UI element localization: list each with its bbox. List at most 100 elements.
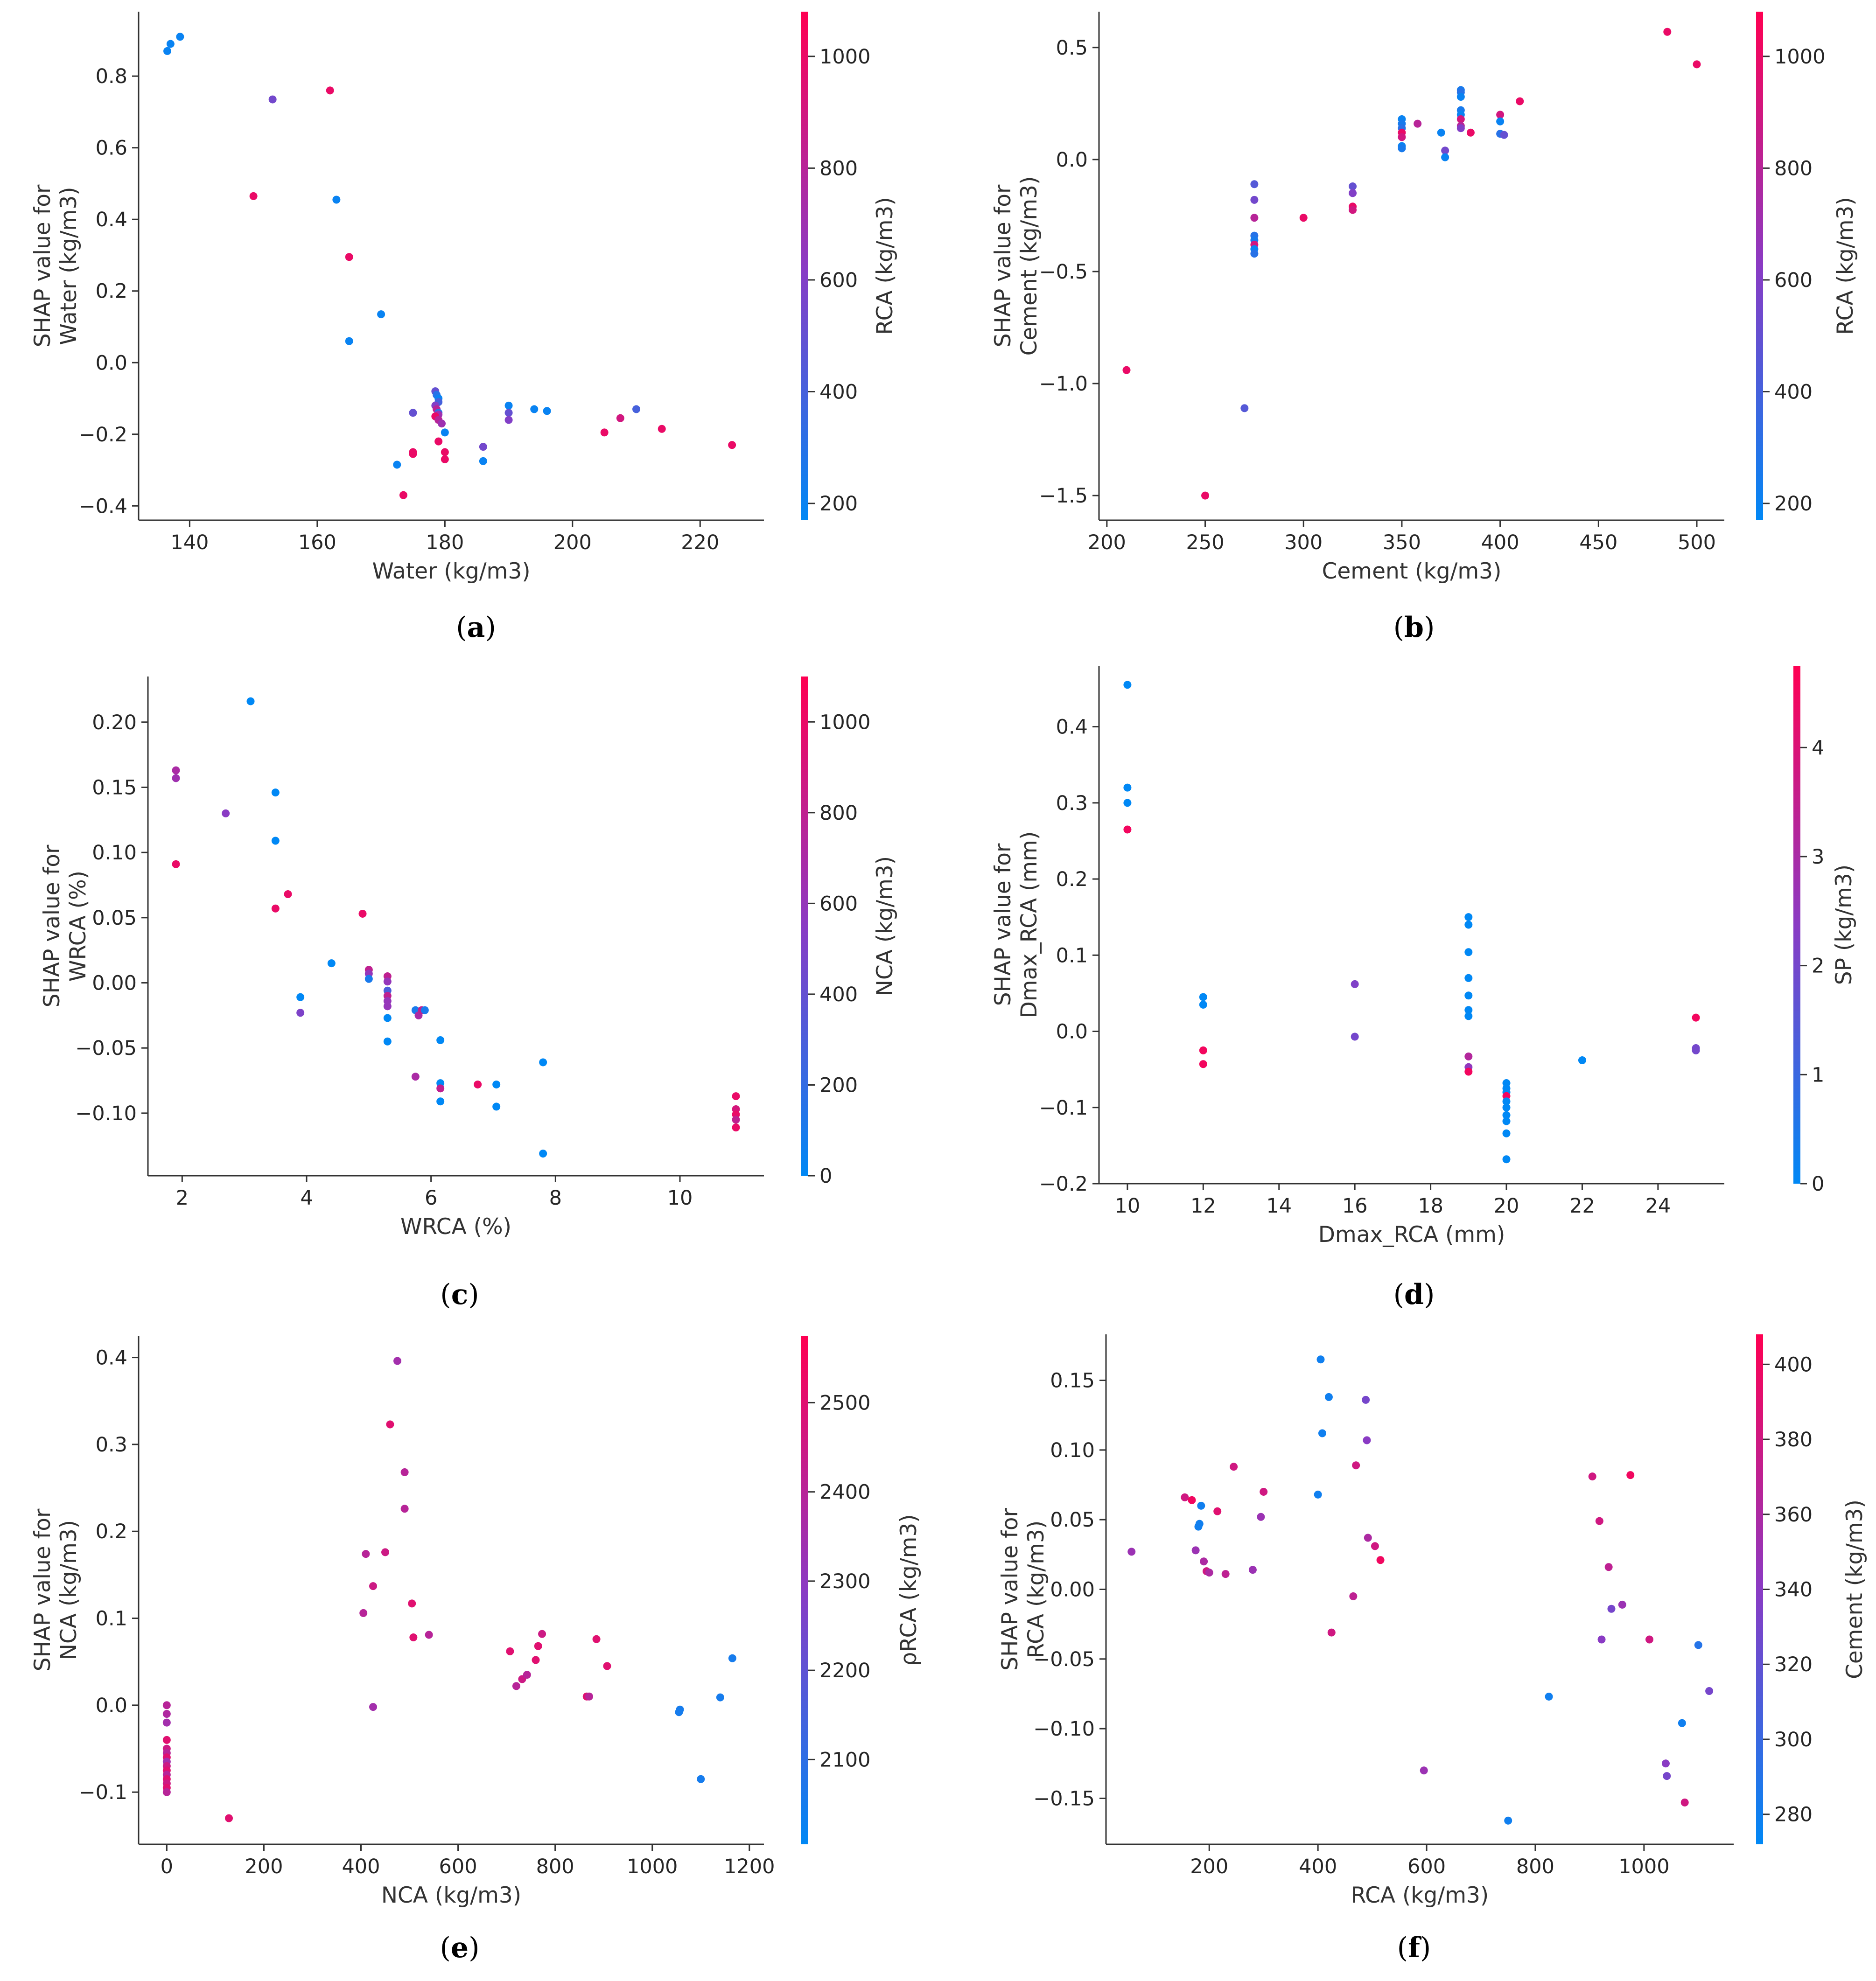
panel-a-colorbar-label: RCA (kg/m3) [872, 197, 898, 335]
panel-e-data-point [359, 1609, 368, 1617]
panel-d-colorbar-tick-label: 1 [1812, 1063, 1824, 1087]
panel-b-colorbar-tick-label: 1000 [1774, 45, 1825, 69]
panel-e-data-point [369, 1582, 377, 1590]
panel-d-colorbar-tick-label: 0 [1812, 1172, 1824, 1196]
panel-a-data-point [479, 457, 487, 465]
panel-e-data-point [408, 1599, 416, 1608]
panel-b-colorbar-tick-label: 600 [1774, 269, 1813, 292]
panel-e-data-point [532, 1656, 540, 1664]
panel-c-colorbar [801, 677, 808, 1176]
panel-f-colorbar-tick-label: 380 [1774, 1428, 1813, 1451]
panel-a-data-point [399, 491, 407, 499]
panel-c-y-tick-label: 0.05 [92, 907, 137, 930]
panel-a-chart: 140 160 180 200 220 −0.4 −0.2 0.0 0.2 0.4 0.6 0.8 Wa… [30, 12, 898, 644]
panel-c-data-point [327, 959, 336, 968]
panel-e-y-label-line: NCA (kg/m3) [56, 1520, 82, 1660]
panel-f-data-point [1213, 1507, 1222, 1515]
panel-b-data-point [1663, 28, 1672, 36]
panel-e-data-point [523, 1671, 531, 1679]
panel-f-x-label: RCA (kg/m3) [1351, 1883, 1489, 1908]
panel-e-data-point [697, 1775, 705, 1783]
panel-b-data-point [1240, 404, 1249, 412]
panel-c-data-point [383, 1002, 392, 1011]
panel-b-data-point [1500, 131, 1508, 139]
panel-f-colorbar-label: Cement (kg/m3) [1842, 1500, 1868, 1679]
panel-c-x-tick-label: 10 [667, 1186, 693, 1210]
panel-a-x-label: Water (kg/m3) [372, 558, 530, 584]
panel-e-data-point [676, 1705, 684, 1714]
panel-b-data-point [1693, 60, 1701, 69]
panel-e-y-tick-label: 0.4 [96, 1346, 127, 1370]
panel-d-data-point [1123, 825, 1132, 834]
panel-c-data-point [436, 1036, 445, 1044]
panel-f-y-tick-label: 0.05 [1050, 1508, 1095, 1532]
panel-d-x-tick-label: 12 [1190, 1194, 1216, 1218]
panel-c-data-point [732, 1092, 740, 1101]
panel-a-y-tick-label: 0.6 [96, 137, 127, 160]
panel-c-data-point [172, 774, 180, 782]
panel-b-data-point [1456, 115, 1465, 123]
panel-c-data-point [271, 788, 280, 797]
panel-c-data-point [358, 909, 367, 918]
panel-e-colorbar-label: ρRCA (kg/m3) [896, 1514, 922, 1666]
panel-c-data-point [284, 890, 292, 899]
panel-f-caption: (f) [1397, 1932, 1431, 1964]
panel-a-data-point [437, 419, 446, 428]
panel-c-chart: 2 4 6 8 10 −0.10 −0.05 0.00 0.05 0.10 0.15 0.20 WRCA… [39, 677, 898, 1311]
panel-f-x-tick-label: 800 [1516, 1855, 1554, 1878]
panel-d-x-tick-label: 22 [1569, 1194, 1595, 1218]
panel-c-data-point [172, 860, 180, 868]
panel-a-y-tick-label: −0.4 [79, 495, 127, 518]
panel-d-colorbar [1793, 666, 1800, 1184]
panel-b-y-tick-label: 0.5 [1056, 36, 1088, 60]
panel-f-data-point [1197, 1501, 1205, 1510]
panel-c-data-point [420, 1006, 429, 1014]
panel-e-y-label-line: SHAP value for [30, 1508, 56, 1671]
panel-b-data-point [1398, 144, 1406, 153]
panel-b-x-tick-label: 350 [1383, 531, 1421, 554]
panel-d-x-label: Dmax_RCA (mm) [1318, 1222, 1505, 1248]
panel-c-data-point [383, 1037, 392, 1046]
panel-b-data-point [1414, 119, 1422, 128]
panel-e-data-point [716, 1693, 724, 1702]
panel-e-data-point [506, 1647, 514, 1655]
panel-a-data-point [504, 401, 513, 410]
panel-b-data-point [1441, 146, 1449, 155]
panel-b-data-point [1250, 250, 1259, 258]
panel-d-y-label-line: SHAP value for [990, 843, 1016, 1006]
panel-e-data-point [400, 1505, 409, 1513]
panel-e-data-point [225, 1814, 233, 1822]
panel-c-y-tick-label: 0.00 [92, 972, 137, 995]
panel-a-data-point [504, 416, 513, 424]
panel-d-x-tick-label: 10 [1115, 1194, 1141, 1218]
panel-f-colorbar-tick-label: 280 [1774, 1803, 1813, 1827]
panel-a-data-point [409, 409, 417, 417]
panel-c-data-point [296, 993, 305, 1001]
panel-f-chart: 200 400 600 800 1000 −0.15 −0.10 −0.05 0.00 0.05 0… [997, 1334, 1868, 1964]
panel-f-data-point [1257, 1513, 1265, 1521]
panel-f-data-point [1364, 1534, 1372, 1542]
panel-e-data-point [386, 1420, 394, 1429]
panel-a-data-point [393, 460, 401, 469]
panel-c-data-point [474, 1080, 482, 1088]
panel-f-x-tick-label: 200 [1190, 1855, 1228, 1878]
panel-e-colorbar-tick-label: 2100 [819, 1748, 870, 1772]
panel-e-data-point [362, 1550, 370, 1558]
panel-e-x-tick-label: 400 [342, 1855, 380, 1878]
panel-d-colorbar-tick-label: 2 [1812, 955, 1824, 978]
panel-d-data-point [1199, 1046, 1207, 1054]
panel-e-data-point [512, 1682, 520, 1690]
panel-a-y-tick-label: −0.2 [79, 423, 127, 446]
panel-e-data-point [381, 1548, 390, 1556]
panel-e-data-point [538, 1630, 546, 1638]
panel-d-colorbar-tick-label: 4 [1812, 736, 1824, 760]
panel-d-data-point [1464, 948, 1473, 956]
panel-d-x-tick-label: 16 [1342, 1194, 1368, 1218]
panel-d-data-point [1464, 974, 1473, 982]
panel-b-data-point [1441, 153, 1449, 161]
panel-b-caption: (b) [1393, 611, 1435, 644]
panel-a-y-tick-label: 0.0 [96, 351, 127, 375]
panel-f-data-point [1588, 1472, 1596, 1481]
panel-b-x-tick-label: 400 [1481, 531, 1519, 554]
